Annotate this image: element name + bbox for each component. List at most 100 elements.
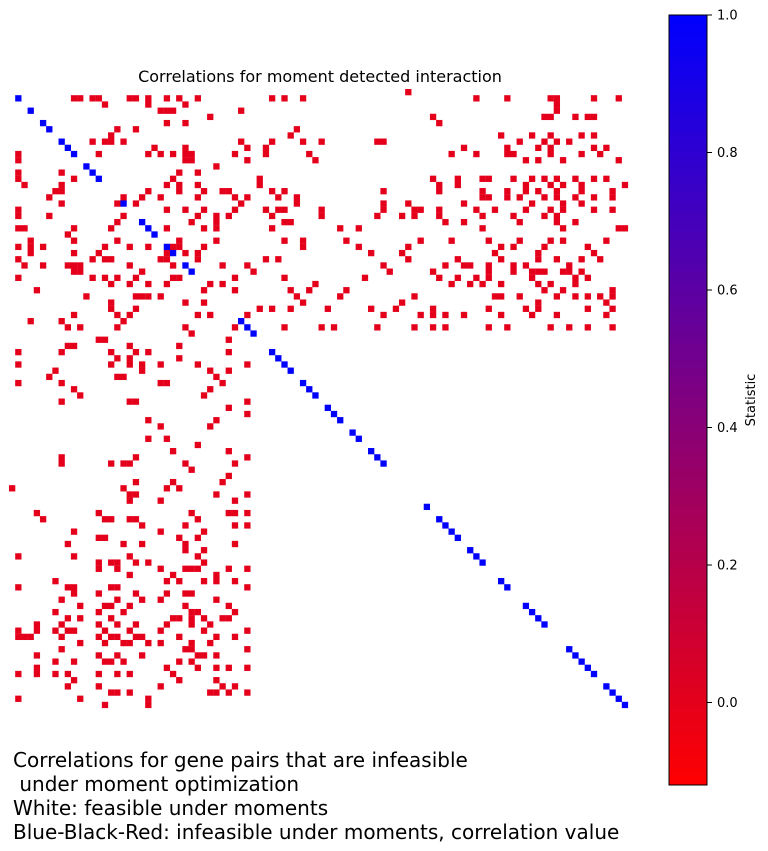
heatmap-cell	[262, 256, 270, 263]
heatmap-cell	[368, 249, 375, 257]
heatmap-cell	[138, 633, 146, 641]
heatmap-cell	[194, 608, 201, 616]
heatmap-cell-diagonal	[541, 621, 548, 628]
heatmap-cell-diagonal	[566, 646, 573, 653]
heatmap-cell	[70, 225, 78, 232]
heatmap-cell	[15, 157, 22, 164]
heatmap-cell	[312, 280, 319, 288]
heatmap-cell	[27, 249, 34, 257]
heatmap-cell	[182, 101, 189, 108]
heatmap-plot-area	[9, 89, 629, 709]
heatmap-cell	[27, 237, 34, 244]
heatmap-cell-diagonal	[306, 386, 313, 393]
heatmap-cell-diagonal	[287, 367, 294, 374]
heatmap-cell	[138, 194, 146, 201]
heatmap-cell	[473, 150, 480, 158]
heatmap-cell	[64, 627, 72, 634]
heatmap-cell	[380, 206, 387, 213]
heatmap-cell	[225, 212, 232, 220]
heatmap-cell	[225, 565, 232, 572]
heatmap-cell	[485, 237, 492, 244]
heatmap-cell	[436, 181, 443, 189]
heatmap-cell	[287, 287, 294, 294]
heatmap-cell	[609, 293, 616, 300]
heatmap-cell	[603, 237, 610, 244]
heatmap-cell	[578, 256, 585, 263]
heatmap-cell	[163, 664, 171, 671]
heatmap-cell	[281, 274, 288, 281]
heatmap-cell	[138, 268, 146, 275]
heatmap-cell	[145, 150, 152, 158]
heatmap-cell	[58, 188, 65, 195]
heatmap-cell	[114, 126, 121, 133]
heatmap-cell	[176, 237, 183, 244]
heatmap-cell	[95, 534, 102, 541]
heatmap-cell	[262, 150, 270, 158]
heatmap-cell	[386, 268, 393, 275]
heatmap-cell	[559, 237, 567, 244]
heatmap-cell	[188, 590, 195, 597]
heatmap-cell	[163, 590, 171, 597]
heatmap-cell	[268, 305, 276, 312]
heatmap-cell	[163, 95, 171, 102]
heatmap-cell	[114, 218, 121, 226]
heatmap-cell	[77, 324, 84, 331]
heatmap-cell	[436, 119, 443, 127]
heatmap-cell	[145, 243, 152, 251]
heatmap-cell-diagonal	[268, 348, 276, 356]
heatmap-cell	[163, 379, 171, 387]
heatmap-cell	[108, 615, 115, 622]
heatmap-cell	[70, 658, 78, 665]
heatmap-cell	[182, 324, 189, 331]
heatmap-cell-diagonal	[58, 138, 65, 145]
heatmap-cell	[163, 225, 171, 232]
heatmap-cell	[213, 417, 220, 424]
heatmap-cell-diagonal	[590, 670, 598, 678]
heatmap-cell	[89, 274, 96, 281]
heatmap-cell	[200, 559, 208, 566]
heatmap-cell	[504, 324, 511, 331]
heatmap-cell	[299, 243, 307, 251]
heatmap-cell	[188, 658, 195, 665]
heatmap-cell	[58, 318, 65, 325]
heatmap-cell	[145, 435, 152, 442]
heatmap-cell	[108, 138, 115, 145]
heatmap-cell	[411, 293, 418, 300]
heatmap-cell	[485, 194, 492, 201]
heatmap-cell	[126, 460, 133, 467]
heatmap-cell	[603, 144, 610, 152]
heatmap-cell	[268, 188, 276, 195]
heatmap-cell	[535, 157, 542, 164]
heatmap-cell	[52, 608, 59, 616]
heatmap-cell	[225, 188, 232, 195]
heatmap-cell	[108, 361, 115, 368]
heatmap-cell-diagonal	[89, 169, 96, 176]
heatmap-cell	[145, 695, 152, 702]
heatmap-cell	[473, 274, 480, 281]
heatmap-cell	[120, 373, 127, 381]
heatmap-cell	[200, 206, 208, 213]
heatmap-cell	[157, 639, 164, 647]
heatmap-cell	[213, 225, 220, 232]
heatmap-cell-diagonal	[145, 225, 152, 232]
heatmap-cell	[522, 262, 530, 269]
heatmap-cell	[454, 256, 461, 263]
heatmap-cell	[33, 287, 41, 294]
heatmap-cell	[126, 571, 133, 579]
heatmap-cell	[126, 497, 133, 504]
heatmap-cell	[194, 169, 201, 176]
heatmap-cell	[510, 262, 517, 269]
heatmap-cell	[163, 485, 171, 492]
heatmap-cell	[200, 243, 208, 251]
heatmap-cell	[126, 670, 133, 678]
heatmap-cell	[182, 565, 189, 572]
heatmap-cell	[77, 268, 84, 275]
heatmap-cell	[207, 311, 214, 319]
heatmap-cell	[108, 460, 115, 467]
heatmap-cell	[429, 175, 437, 182]
heatmap-cell	[510, 268, 517, 275]
heatmap-cell	[108, 299, 115, 306]
heatmap-cell	[120, 658, 127, 665]
heatmap-cell	[132, 95, 140, 102]
heatmap-cell	[108, 305, 115, 312]
